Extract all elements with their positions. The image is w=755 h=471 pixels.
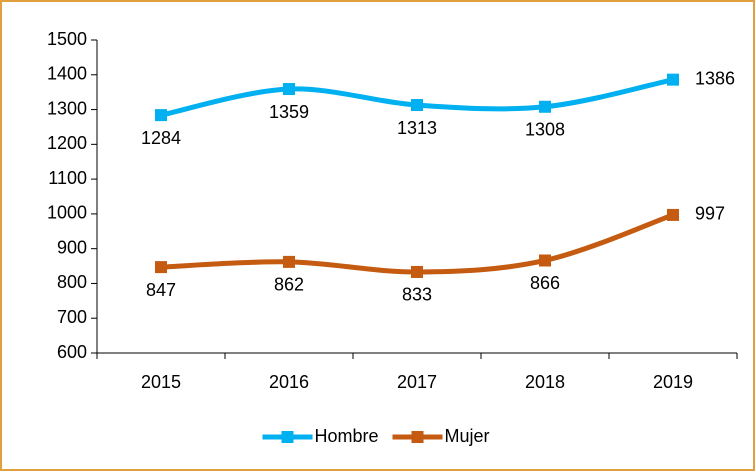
data-label: 833 bbox=[402, 285, 432, 305]
y-tick-label: 1200 bbox=[47, 133, 87, 153]
line-marker bbox=[667, 208, 679, 221]
y-tick-label: 1400 bbox=[47, 64, 87, 84]
y-tick-label: 800 bbox=[57, 272, 87, 292]
line-marker bbox=[667, 73, 679, 86]
legend-label: Mujer bbox=[445, 426, 490, 446]
y-tick-label: 1500 bbox=[47, 29, 87, 49]
line-marker bbox=[283, 255, 295, 268]
data-label: 997 bbox=[695, 204, 725, 224]
y-tick-label: 900 bbox=[57, 237, 87, 257]
x-tick-label: 2015 bbox=[141, 372, 181, 392]
x-tick-label: 2016 bbox=[269, 372, 309, 392]
y-tick-label: 700 bbox=[57, 307, 87, 327]
line-marker bbox=[539, 100, 551, 113]
data-label: 1308 bbox=[525, 120, 565, 140]
data-label: 1284 bbox=[141, 128, 181, 148]
legend-label: Hombre bbox=[315, 426, 379, 446]
legend-marker bbox=[281, 431, 294, 443]
line-marker bbox=[411, 99, 423, 112]
y-tick-label: 1100 bbox=[48, 168, 87, 188]
line-marker bbox=[411, 265, 423, 278]
data-label: 1386 bbox=[695, 68, 735, 88]
line-marker bbox=[283, 83, 295, 96]
y-tick-label: 1300 bbox=[47, 98, 87, 118]
data-label: 847 bbox=[146, 280, 176, 300]
y-tick-label: 1000 bbox=[47, 203, 87, 223]
x-tick-label: 2018 bbox=[525, 372, 565, 392]
data-label: 866 bbox=[530, 273, 560, 293]
legend-marker bbox=[411, 431, 424, 443]
line-marker bbox=[539, 254, 551, 267]
line-marker bbox=[155, 109, 167, 122]
data-label: 862 bbox=[274, 275, 304, 295]
x-tick-label: 2017 bbox=[397, 372, 437, 392]
line-marker bbox=[155, 261, 167, 274]
y-tick-label: 600 bbox=[57, 342, 87, 362]
data-label: 1313 bbox=[397, 118, 437, 138]
data-label: 1359 bbox=[269, 102, 309, 122]
x-tick-label: 2019 bbox=[653, 372, 693, 392]
